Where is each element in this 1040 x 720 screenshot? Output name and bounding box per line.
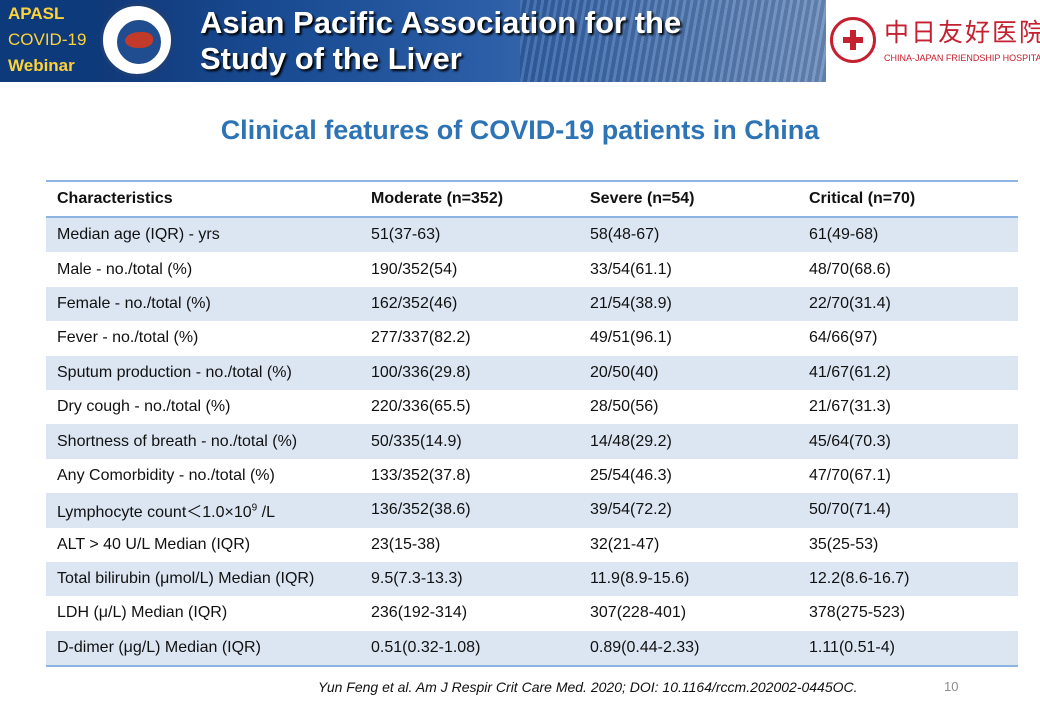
critical-value: 61(49-68) — [798, 217, 1018, 253]
moderate-value: 0.51(0.32-1.08) — [360, 630, 579, 668]
row-label: Sputum production - no./total (%) — [46, 355, 360, 390]
critical-value: 21/67(31.3) — [798, 389, 1018, 425]
row-label: D-dimer (μg/L) Median (IQR) — [46, 630, 360, 668]
clinical-features-table: Characteristics Moderate (n=352) Severe … — [46, 180, 1018, 668]
table-row: Sputum production - no./total (%) 100/33… — [46, 355, 1018, 390]
critical-value: 47/70(67.1) — [798, 458, 1018, 494]
row-label: Fever - no./total (%) — [46, 321, 360, 356]
moderate-value: 162/352(46) — [360, 286, 579, 322]
table-row: Dry cough - no./total (%) 220/336(65.5) … — [46, 389, 1018, 425]
moderate-value: 50/335(14.9) — [360, 424, 579, 459]
moderate-value: 136/352(38.6) — [360, 493, 579, 528]
row-label: Median age (IQR) - yrs — [46, 217, 360, 253]
header-critical: Critical (n=70) — [798, 180, 1018, 218]
moderate-value: 51(37-63) — [360, 217, 579, 253]
severe-value: 20/50(40) — [579, 355, 798, 390]
table-row: Median age (IQR) - yrs 51(37-63) 58(48-6… — [46, 217, 1018, 253]
critical-value: 45/64(70.3) — [798, 424, 1018, 459]
critical-value: 35(25-53) — [798, 527, 1018, 562]
severe-value: 14/48(29.2) — [579, 424, 798, 459]
critical-value: 378(275-523) — [798, 596, 1018, 631]
table-row: ALT > 40 U/L Median (IQR) 23(15-38) 32(2… — [46, 527, 1018, 562]
row-label: Male - no./total (%) — [46, 252, 360, 287]
hospital-name-english: CHINA-JAPAN FRIENDSHIP HOSPITAL — [884, 53, 1040, 63]
row-label: Any Comorbidity - no./total (%) — [46, 458, 360, 494]
row-label: LDH (μ/L) Median (IQR) — [46, 596, 360, 631]
moderate-value: 9.5(7.3-13.3) — [360, 561, 579, 597]
severe-value: 39/54(72.2) — [579, 493, 798, 528]
apasl-text: APASL — [8, 4, 65, 23]
moderate-value: 100/336(29.8) — [360, 355, 579, 390]
row-label: Shortness of breath - no./total (%) — [46, 424, 360, 459]
severe-value: 32(21-47) — [579, 527, 798, 562]
severe-value: 11.9(8.9-15.6) — [579, 561, 798, 597]
apasl-seal-logo-icon — [100, 3, 174, 77]
critical-value: 22/70(31.4) — [798, 286, 1018, 322]
severe-value: 49/51(96.1) — [579, 321, 798, 356]
moderate-value: 190/352(54) — [360, 252, 579, 287]
lymphocyte-label: Lymphocyte count＜1.0×10 — [57, 504, 252, 522]
critical-value: 50/70(71.4) — [798, 493, 1018, 528]
table-row: D-dimer (μg/L) Median (IQR) 0.51(0.32-1.… — [46, 630, 1018, 668]
moderate-value: 236(192-314) — [360, 596, 579, 631]
lymphocyte-unit: /L — [257, 504, 276, 522]
table-row: Lymphocyte count＜1.0×109 /L 136/352(38.6… — [46, 493, 1018, 528]
severe-value: 21/54(38.9) — [579, 286, 798, 322]
critical-value: 12.2(8.6-16.7) — [798, 561, 1018, 597]
row-label: Total bilirubin (μmol/L) Median (IQR) — [46, 561, 360, 597]
row-label: Lymphocyte count＜1.0×109 /L — [46, 493, 360, 528]
row-label: Female - no./total (%) — [46, 286, 360, 322]
webinar-text: Webinar — [8, 56, 75, 75]
liver-icon — [125, 32, 153, 48]
critical-value: 41/67(61.2) — [798, 355, 1018, 390]
header-characteristics: Characteristics — [46, 180, 360, 218]
moderate-value: 220/336(65.5) — [360, 389, 579, 425]
severe-value: 28/50(56) — [579, 389, 798, 425]
table-row: Female - no./total (%) 162/352(46) 21/54… — [46, 286, 1018, 322]
citation-text: Yun Feng et al. Am J Respir Crit Care Me… — [318, 679, 858, 695]
moderate-value: 23(15-38) — [360, 527, 579, 562]
severe-value: 58(48-67) — [579, 217, 798, 253]
apasl-webinar-label: APASL COVID-19 Webinar — [0, 0, 100, 82]
table-row: Total bilirubin (μmol/L) Median (IQR) 9.… — [46, 561, 1018, 597]
row-label: ALT > 40 U/L Median (IQR) — [46, 527, 360, 562]
table-row: LDH (μ/L) Median (IQR) 236(192-314) 307(… — [46, 596, 1018, 631]
table-row: Male - no./total (%) 190/352(54) 33/54(6… — [46, 252, 1018, 287]
banner-crowd-photo — [520, 0, 826, 82]
critical-value: 64/66(97) — [798, 321, 1018, 356]
header-banner: APASL COVID-19 Webinar Asian Pacific Ass… — [0, 0, 826, 82]
hospital-emblem-icon — [830, 17, 876, 63]
critical-value: 48/70(68.6) — [798, 252, 1018, 287]
covid-text: COVID-19 — [8, 30, 87, 49]
table-row: Shortness of breath - no./total (%) 50/3… — [46, 424, 1018, 459]
moderate-value: 133/352(37.8) — [360, 458, 579, 494]
table-row: Fever - no./total (%) 277/337(82.2) 49/5… — [46, 321, 1018, 356]
table-row: Any Comorbidity - no./total (%) 133/352(… — [46, 458, 1018, 494]
hospital-logo: 中日友好医院 CHINA-JAPAN FRIENDSHIP HOSPITAL — [826, 0, 1040, 82]
header-moderate: Moderate (n=352) — [360, 180, 579, 218]
banner-title-line-2: Study of the Liver — [200, 41, 462, 76]
severe-value: 33/54(61.1) — [579, 252, 798, 287]
moderate-value: 277/337(82.2) — [360, 321, 579, 356]
page-number: 10 — [944, 679, 959, 694]
header-severe: Severe (n=54) — [579, 180, 798, 218]
severe-value: 25/54(46.3) — [579, 458, 798, 494]
row-label: Dry cough - no./total (%) — [46, 389, 360, 425]
severe-value: 0.89(0.44-2.33) — [579, 630, 798, 668]
banner-title-line-1: Asian Pacific Association for the — [200, 5, 682, 40]
critical-value: 1.11(0.51-4) — [798, 630, 1018, 668]
hospital-name-chinese: 中日友好医院 — [884, 18, 1040, 47]
lymphocyte-exponent: 9 — [251, 502, 258, 514]
severe-value: 307(228-401) — [579, 596, 798, 631]
table-header-row: Characteristics Moderate (n=352) Severe … — [46, 180, 1018, 218]
slide-title: Clinical features of COVID-19 patients i… — [220, 115, 820, 145]
